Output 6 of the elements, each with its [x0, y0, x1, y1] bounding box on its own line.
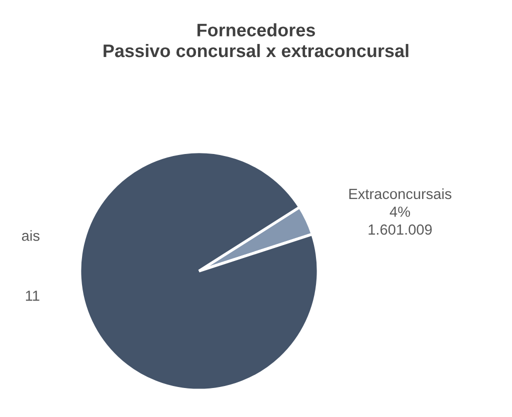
chart-title: Fornecedores Passivo concursal x extraconcursal — [104, 23, 408, 58]
data-label: 4% 1.601.009 — [368, 206, 432, 235]
pie-slice — [78, 150, 320, 392]
text: 11 — [26, 290, 40, 301]
slice-label: ais — [22, 230, 40, 241]
slice-label: Extraconcursais — [349, 188, 452, 200]
